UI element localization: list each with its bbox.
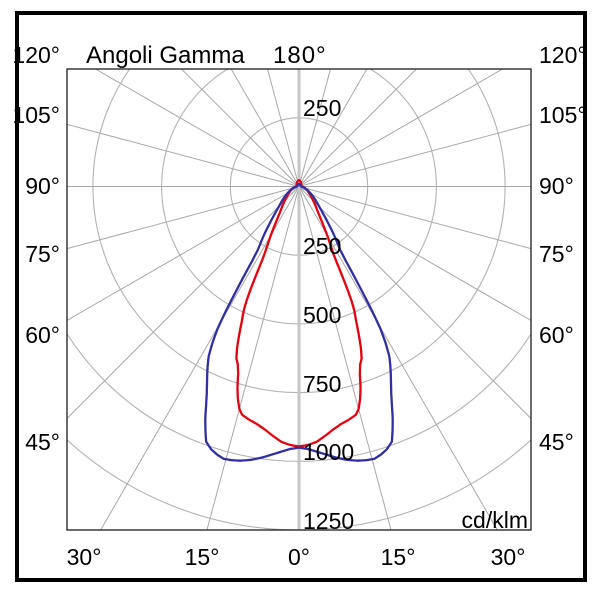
gamma-label-left-75°: 75°	[25, 241, 60, 267]
radial-label-500: 500	[303, 302, 341, 328]
gamma-label-right-75°: 75°	[539, 241, 574, 267]
radial-label-250: 250	[303, 233, 341, 259]
radial-label-250: 250	[303, 95, 341, 121]
gamma-label-left-60°: 60°	[25, 322, 60, 348]
bottom-angle-label-30°: 30°	[491, 544, 526, 570]
gamma-label-left-45°: 45°	[25, 429, 60, 455]
curve-blue	[204, 182, 394, 462]
plot-border	[66, 68, 532, 531]
bottom-angle-labels: 30° 15° 0° 15° 30°	[67, 544, 526, 570]
bottom-angle-label-0°: 0°	[288, 544, 310, 570]
gamma-labels-right: 120° 105° 90° 75° 60° 45°	[539, 42, 587, 455]
gamma-label-right-45°: 45°	[539, 429, 574, 455]
outer-frame	[15, 11, 587, 582]
gamma-label-right-60°: 60°	[539, 322, 574, 348]
chart-title: Angoli Gamma	[86, 42, 245, 69]
gamma-label-left-105°: 105°	[12, 102, 60, 128]
bottom-angle-label-30°: 30°	[67, 544, 102, 570]
bottom-angle-label-15°: 15°	[381, 544, 416, 570]
bottom-angle-label-15°: 15°	[185, 544, 220, 570]
radial-value-labels: 250 250 500 750 1000 1250	[303, 95, 354, 534]
radial-label-750: 750	[303, 371, 341, 397]
gamma-label-right-105°: 105°	[539, 102, 587, 128]
top-gamma-180-label: 180°	[273, 42, 327, 69]
gamma-label-left-90°: 90°	[25, 173, 60, 199]
gamma-label-left-120°: 120°	[12, 42, 60, 68]
radial-label-1000: 1000	[303, 439, 354, 465]
radial-label-1250: 1250	[303, 508, 354, 534]
gamma-label-right-120°: 120°	[539, 42, 587, 68]
unit-label: cd/klm	[461, 507, 528, 533]
gamma-label-right-90°: 90°	[539, 173, 574, 199]
